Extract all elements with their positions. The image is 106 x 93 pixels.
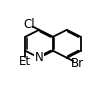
Text: Et: Et <box>19 55 31 68</box>
Text: Cl: Cl <box>23 18 35 31</box>
Text: N: N <box>35 51 44 64</box>
Text: Br: Br <box>71 57 84 70</box>
